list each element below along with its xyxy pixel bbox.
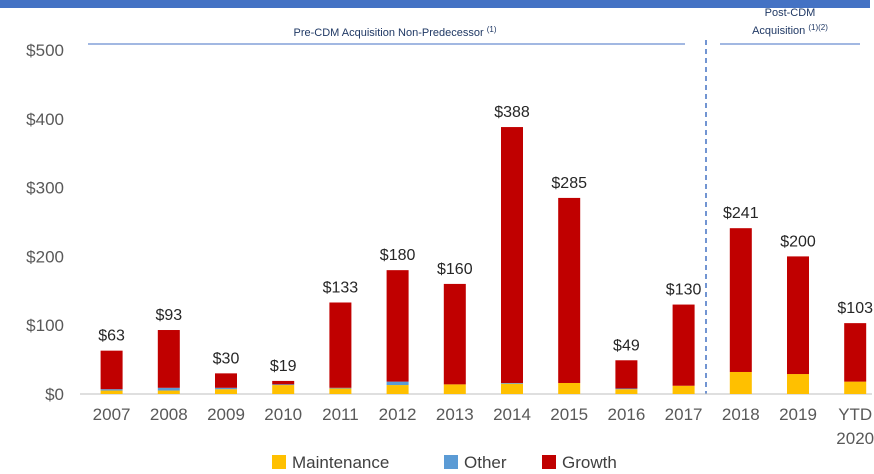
legend-swatch [444, 455, 458, 469]
x-tick-label: 2015 [550, 405, 588, 424]
bar-segment [100, 389, 123, 391]
x-tick-label: 2011 [322, 405, 359, 424]
bar-segment [844, 323, 867, 382]
post-annotation-1: Post-CDM [765, 7, 816, 19]
bar-segment [386, 381, 409, 386]
bar-segment [615, 389, 638, 394]
y-tick-label: $300 [26, 179, 64, 198]
x-tick-label: YTD 2020 [836, 405, 874, 448]
total-label: $285 [551, 175, 587, 192]
x-tick-label: 2012 [379, 405, 417, 424]
header-strip [0, 0, 870, 8]
bar-segment [729, 371, 752, 394]
bar-segment [844, 381, 867, 394]
bar-segment [100, 390, 123, 394]
bar-segment [501, 127, 523, 383]
bar-segment [501, 383, 523, 394]
bar-segment [272, 385, 295, 394]
bar-segment [157, 330, 180, 388]
x-tick-line: YTD [838, 405, 872, 424]
x-tick-line: 2020 [836, 429, 874, 448]
legend-label: Growth [562, 453, 617, 472]
bar-segment [386, 270, 409, 382]
bar-segment [558, 197, 581, 383]
y-tick-label: $500 [26, 41, 64, 60]
bar-segment [443, 384, 466, 394]
legend-label: Maintenance [292, 453, 389, 472]
y-tick-label: $0 [45, 385, 64, 404]
x-tick-label: 2014 [493, 405, 531, 424]
bar-segment [729, 228, 752, 372]
x-tick-label: 2016 [607, 405, 645, 424]
annotation-note: (1) [487, 25, 497, 34]
bar-segment [157, 390, 180, 394]
x-tick-label: 2008 [150, 405, 188, 424]
bar-segment [215, 387, 237, 390]
x-tick-label: 2019 [779, 405, 817, 424]
pre-annotation: Pre-CDM Acquisition Non-Predecessor (1) [294, 25, 497, 39]
total-label: $130 [666, 282, 702, 299]
bar-segment [215, 389, 237, 394]
y-tick-label: $200 [26, 247, 64, 266]
y-tick-label: $100 [26, 316, 64, 335]
bar-segment [558, 382, 581, 394]
bar-segment [329, 388, 352, 394]
bar-segment [215, 373, 237, 388]
total-label: $103 [837, 300, 873, 317]
annotation-note: (1)(2) [808, 23, 828, 32]
bar-segment [501, 382, 523, 384]
bar-segment [272, 380, 295, 385]
legend-swatch [272, 455, 286, 469]
total-label: $19 [270, 358, 297, 375]
bar-segment [443, 283, 466, 385]
bar-segment [157, 387, 180, 391]
annotation-text: Pre-CDM Acquisition Non-Predecessor [294, 27, 484, 39]
bar-segment [672, 385, 695, 394]
total-label: $200 [780, 233, 816, 250]
x-tick-label: 2017 [665, 405, 703, 424]
total-label: $30 [213, 350, 240, 367]
bar-segment [615, 388, 638, 390]
x-tick-label: 2010 [264, 405, 302, 424]
total-label: $49 [613, 337, 640, 354]
bar-segment [386, 385, 409, 394]
total-label: $93 [155, 307, 182, 324]
legend-label: Other [464, 453, 507, 472]
total-label: $133 [323, 279, 359, 296]
total-label: $160 [437, 261, 473, 278]
bar-segment [100, 350, 123, 390]
bar-segment [615, 360, 638, 389]
y-tick-label: $400 [26, 110, 64, 129]
post-annotation-2: Acquisition (1)(2) [752, 23, 828, 37]
x-tick-label: 2009 [207, 405, 245, 424]
annotation-text: Acquisition [752, 25, 805, 37]
bar-segment [272, 384, 295, 386]
x-tick-label: 2007 [93, 405, 131, 424]
legend-swatch [542, 455, 556, 469]
bar-segment [672, 304, 695, 386]
total-label: $241 [723, 205, 759, 222]
x-tick-label: 2018 [722, 405, 760, 424]
x-tick-label: 2013 [436, 405, 474, 424]
bar-segment [329, 302, 352, 388]
total-label: $63 [98, 328, 125, 345]
bar-segment [787, 374, 809, 394]
total-label: $388 [494, 104, 530, 121]
bar-segment [329, 387, 352, 389]
total-label: $180 [380, 247, 416, 264]
bar-segment [787, 256, 809, 375]
